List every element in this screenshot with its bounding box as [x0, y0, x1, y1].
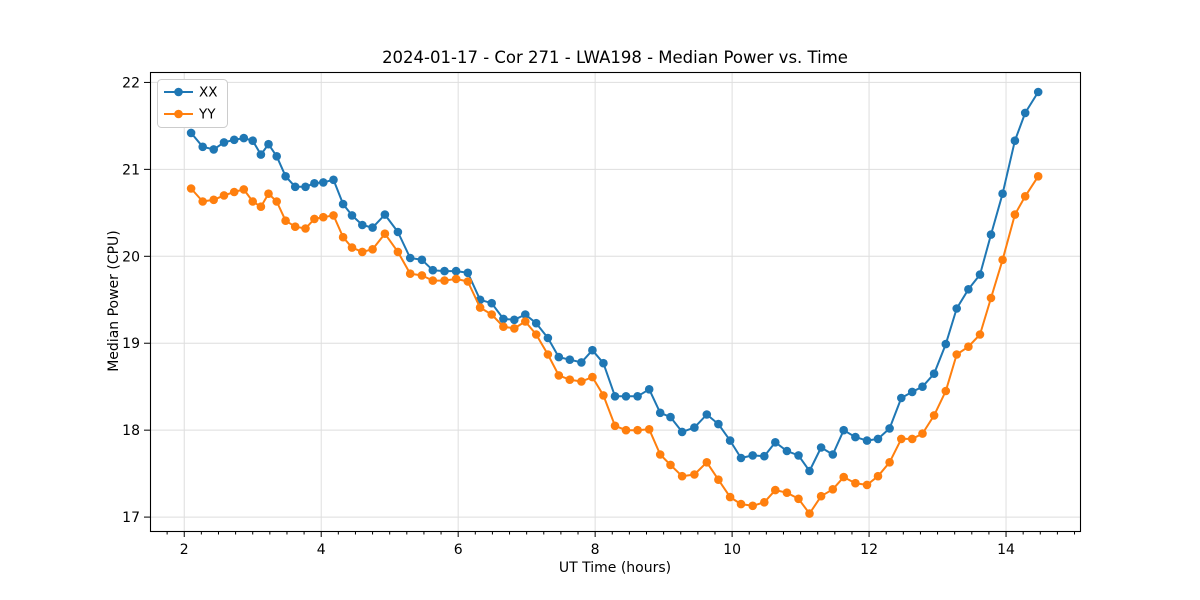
- svg-text:12: 12: [860, 542, 878, 558]
- svg-text:14: 14: [997, 542, 1015, 558]
- legend-marker-yy-icon: [174, 109, 183, 119]
- svg-text:10: 10: [723, 542, 741, 558]
- svg-text:6: 6: [454, 542, 463, 558]
- grid: [150, 72, 1080, 531]
- legend-label-yy: YY: [198, 107, 216, 123]
- chart-title: 2024-01-17 - Cor 271 - LWA198 - Median P…: [382, 48, 848, 67]
- svg-text:21: 21: [122, 162, 140, 178]
- series-yy-markers: [186, 172, 1043, 518]
- y-axis-ticks: [144, 81, 150, 518]
- y-axis-label: Median Power (CPU): [106, 230, 122, 372]
- svg-text:2: 2: [180, 542, 189, 558]
- y-axis-tick-labels: 17 18 19 20 21 22: [122, 75, 140, 526]
- plot-border: [149, 71, 1082, 533]
- legend-marker-xx-icon: [174, 87, 183, 97]
- x-axis-label: UT Time (hours): [558, 560, 672, 576]
- legend: XX YY: [157, 79, 228, 128]
- legend-item-xx: XX: [164, 85, 218, 101]
- svg-text:18: 18: [122, 423, 140, 439]
- svg-text:4: 4: [317, 542, 326, 558]
- legend-label-xx: XX: [199, 85, 218, 101]
- svg-text:17: 17: [122, 510, 140, 526]
- x-axis-ticks: [166, 531, 1076, 537]
- svg-text:22: 22: [122, 75, 140, 91]
- svg-text:19: 19: [122, 336, 140, 352]
- legend-item-yy: YY: [164, 107, 216, 123]
- svg-text:20: 20: [122, 249, 140, 265]
- svg-text:8: 8: [591, 542, 600, 558]
- x-axis-tick-labels: 2 4 6 8 10 12 14: [180, 542, 1015, 558]
- series-xx-markers: [186, 87, 1043, 476]
